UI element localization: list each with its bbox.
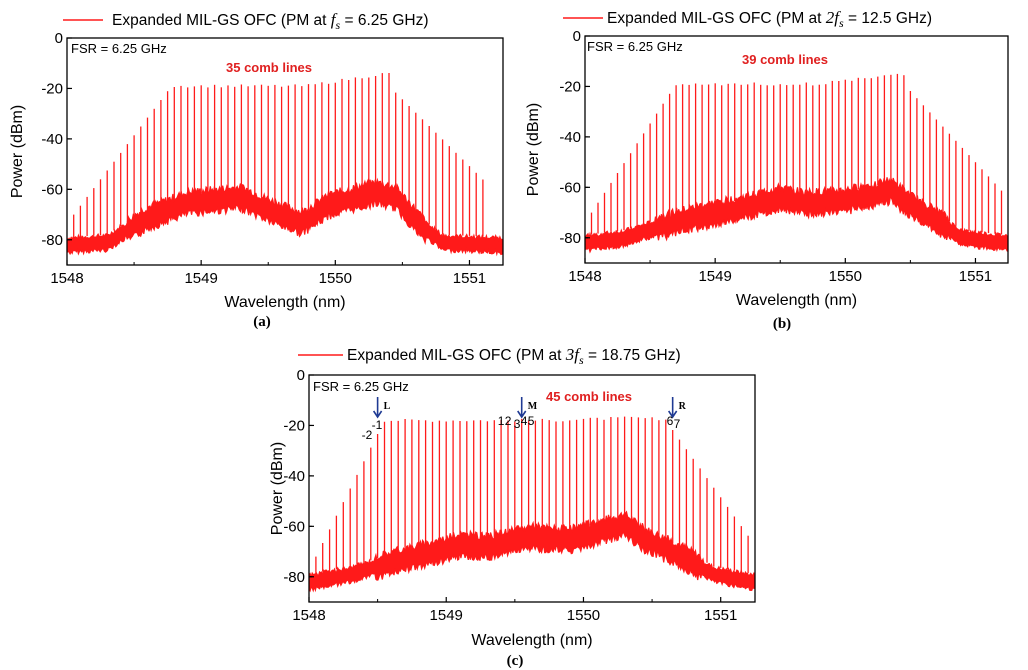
y-tick-label: -20 <box>559 78 581 95</box>
fsr-annotation: FSR = 6.25 GHz <box>587 39 683 54</box>
series-spectrum <box>67 73 503 257</box>
y-axis-label: Power (dBm) <box>269 442 286 535</box>
marker-arrow-head <box>667 410 678 419</box>
series-spectrum <box>585 73 1008 254</box>
chart-panel-c: Expanded MIL-GS OFC (PM at 3fs = 18.75 G… <box>269 345 756 649</box>
marker-arrow-head <box>517 410 527 419</box>
y-axis-label: Power (dBm) <box>525 103 542 196</box>
noise-floor <box>309 510 755 593</box>
x-axis-label: Wavelength (nm) <box>471 632 592 649</box>
x-tick-label: 1550 <box>319 270 352 287</box>
y-tick-label: 0 <box>297 367 305 384</box>
y-tick-label: -80 <box>41 232 63 249</box>
x-tick-label: 1551 <box>704 607 737 624</box>
fsr-annotation: FSR = 6.25 GHz <box>71 41 167 56</box>
x-tick-label: 1551 <box>453 270 486 287</box>
plot-frame <box>584 35 1009 264</box>
y-tick-label: -80 <box>283 569 305 586</box>
marker-number: 6 <box>667 414 674 428</box>
marker-number: 1 <box>498 414 505 428</box>
x-tick-label: 1548 <box>568 268 601 285</box>
chart-panel-a: Expanded MIL-GS OFC (PM at fs = 6.25 GHz… <box>9 10 504 311</box>
plot-frame <box>66 37 504 266</box>
comb-count-annotation: 39 comb lines <box>742 52 828 67</box>
x-tick-label: 1548 <box>292 607 325 624</box>
plot-frame <box>308 374 756 603</box>
y-tick-label: -60 <box>283 518 305 535</box>
y-tick-label: -80 <box>559 230 581 247</box>
marker-number: 3 <box>514 417 521 431</box>
marker-label: M <box>528 401 538 412</box>
y-tick-label: 0 <box>573 28 581 45</box>
panel-label-a: (a) <box>253 314 271 330</box>
y-tick-label: -40 <box>559 129 581 146</box>
x-tick-label: 1549 <box>184 270 217 287</box>
comb-count-annotation: 35 comb lines <box>226 60 312 75</box>
y-tick-label: -40 <box>283 468 305 485</box>
chart-panel-b: Expanded MIL-GS OFC (PM at 2fs = 12.5 GH… <box>525 8 1009 309</box>
x-tick-label: 1548 <box>50 270 83 287</box>
marker-label: R <box>679 401 687 412</box>
y-tick-label: -60 <box>559 179 581 196</box>
x-tick-label: 1550 <box>567 607 600 624</box>
panel-label-b: (b) <box>773 316 791 332</box>
comb-count-annotation: 45 comb lines <box>546 389 632 404</box>
x-tick-label: 1551 <box>959 268 992 285</box>
legend-text: Expanded MIL-GS OFC (PM at 2fs = 12.5 GH… <box>607 8 932 30</box>
y-tick-label: -20 <box>283 417 305 434</box>
x-tick-label: 1549 <box>430 607 463 624</box>
marker-number: 4 <box>521 414 528 428</box>
noise-floor <box>585 177 1008 254</box>
noise-floor <box>67 177 503 257</box>
marker-number: -2 <box>362 428 373 442</box>
y-tick-label: -20 <box>41 80 63 97</box>
y-axis-label: Power (dBm) <box>9 105 26 198</box>
legend-text: Expanded MIL-GS OFC (PM at fs = 6.25 GHz… <box>112 10 429 32</box>
marker-number: 7 <box>674 417 681 431</box>
y-tick-label: -60 <box>41 181 63 198</box>
x-axis-label: Wavelength (nm) <box>224 294 345 311</box>
marker-label: L <box>384 401 391 412</box>
x-tick-label: 1550 <box>829 268 862 285</box>
marker-number: 5 <box>528 414 535 428</box>
y-tick-label: 0 <box>55 30 63 47</box>
y-tick-label: -40 <box>41 131 63 148</box>
marker-arrow-head <box>372 410 383 419</box>
panel-label-c: (c) <box>507 653 524 669</box>
x-axis-label: Wavelength (nm) <box>736 292 857 309</box>
marker-number: 2 <box>505 414 512 428</box>
series-spectrum <box>309 416 755 593</box>
fsr-annotation: FSR = 6.25 GHz <box>313 379 409 394</box>
marker-number: -1 <box>372 418 383 432</box>
legend-text: Expanded MIL-GS OFC (PM at 3fs = 18.75 G… <box>347 345 681 367</box>
x-tick-label: 1549 <box>698 268 731 285</box>
